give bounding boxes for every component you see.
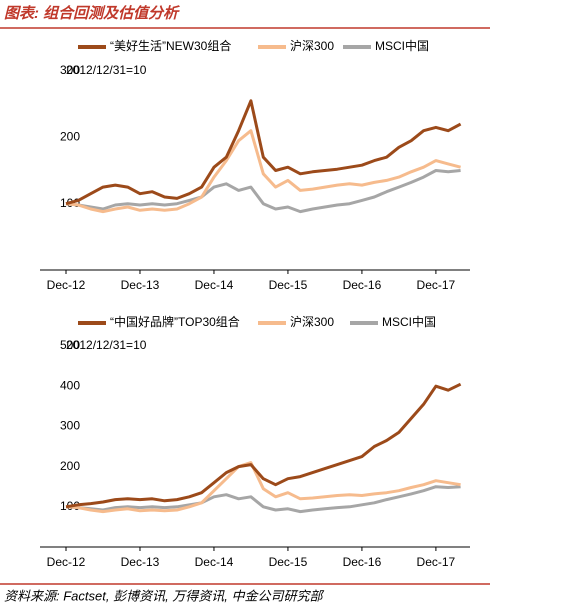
x-tick-label: Dec-16 xyxy=(343,278,382,292)
legend-label: MSCI中国 xyxy=(375,38,429,53)
annotation: 2012/12/31=10 xyxy=(66,63,147,77)
x-tick-label: Dec-12 xyxy=(47,278,86,292)
legend-label: “中国好品牌”TOP30组合 xyxy=(110,314,240,329)
series-line xyxy=(65,129,461,214)
legend-label: MSCI中国 xyxy=(382,314,436,329)
series-line xyxy=(65,169,461,214)
series-line xyxy=(65,99,462,206)
y-tick-label: 300 xyxy=(60,419,80,433)
x-tick-label: Dec-13 xyxy=(121,555,160,569)
legend-label: 沪深300 xyxy=(290,315,334,329)
x-tick-label: Dec-13 xyxy=(121,278,160,292)
x-tick-label: Dec-14 xyxy=(195,278,234,292)
y-tick-label: 200 xyxy=(60,130,80,144)
y-tick-label: 400 xyxy=(60,378,80,392)
x-tick-label: Dec-15 xyxy=(269,278,308,292)
y-tick-label: 500 xyxy=(60,338,80,352)
legend-label: “美好生活”NEW30组合 xyxy=(110,38,231,53)
y-tick-label: - xyxy=(76,262,80,276)
x-tick-label: Dec-15 xyxy=(269,555,308,569)
y-tick-label: 200 xyxy=(60,459,80,473)
y-tick-label: - xyxy=(76,539,80,553)
x-tick-label: Dec-16 xyxy=(343,555,382,569)
page-title: 图表: 组合回测及估值分析 xyxy=(4,4,180,22)
x-tick-label: Dec-17 xyxy=(417,278,456,292)
series-line xyxy=(65,461,461,514)
source: 资料来源: Factset, 彭博资讯, 万得资讯, 中金公司研究部 xyxy=(4,588,325,603)
x-tick-label: Dec-14 xyxy=(195,555,234,569)
series-line xyxy=(65,485,461,514)
series-line xyxy=(65,382,462,509)
x-tick-label: Dec-12 xyxy=(47,555,86,569)
x-tick-label: Dec-17 xyxy=(417,555,456,569)
legend-label: 沪深300 xyxy=(290,39,334,53)
annotation: 2012/12/31=10 xyxy=(66,338,147,352)
y-tick-label: 300 xyxy=(60,63,80,77)
